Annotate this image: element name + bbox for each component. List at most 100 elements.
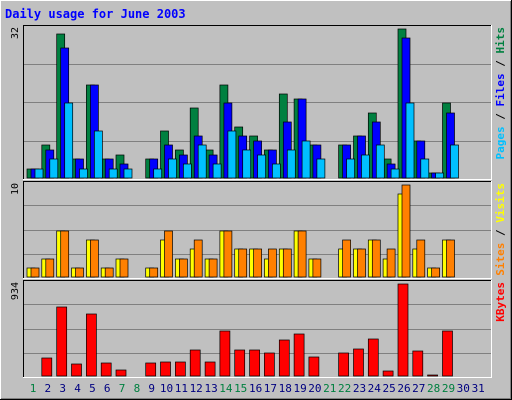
- bar-sites-day-28: [431, 267, 440, 278]
- bar-kbytes-day-29: [442, 330, 453, 377]
- bar-kbytes-day-20: [308, 356, 320, 377]
- bar-pages-day-7: [123, 168, 133, 179]
- x-tick-label: 22: [338, 382, 351, 395]
- x-tick-label: 27: [412, 382, 425, 395]
- legend-entry: /: [494, 54, 507, 74]
- bar-sites-day-12: [193, 239, 203, 278]
- series-legend: Sites / Visits: [494, 183, 507, 276]
- bar-pages-day-12: [197, 144, 207, 179]
- legend-entry: Files: [494, 73, 507, 106]
- bar-kbytes-day-28: [427, 374, 438, 377]
- bar-kbytes-day-27: [412, 350, 424, 377]
- x-tick-label: 29: [442, 382, 455, 395]
- bar-kbytes-day-23: [353, 348, 364, 377]
- bar-kbytes-day-24: [367, 338, 379, 377]
- legend-entry: /: [494, 107, 507, 127]
- y-max-label: 10: [10, 183, 21, 195]
- bar-sites-day-3: [60, 230, 70, 278]
- bar-pages-day-11: [183, 163, 192, 179]
- bar-sites-day-9: [149, 267, 159, 278]
- y-max-label: 934: [10, 282, 21, 300]
- bar-pages-day-19: [301, 140, 311, 179]
- x-tick-label: 30: [457, 382, 470, 395]
- series-legend: Pages / Files / Hits: [494, 27, 507, 160]
- x-tick-label: 23: [353, 382, 366, 395]
- bar-pages-day-15: [242, 149, 252, 179]
- bar-kbytes-day-18: [278, 339, 290, 377]
- x-tick-label: 26: [397, 382, 410, 395]
- x-tick-label: 8: [134, 382, 141, 395]
- bar-kbytes-day-3: [56, 306, 68, 377]
- x-tick-label: 5: [89, 382, 96, 395]
- x-tick-label: 15: [234, 382, 247, 395]
- x-tick-label: 12: [190, 382, 203, 395]
- bar-sites-day-7: [119, 258, 129, 278]
- bar-sites-day-20: [312, 258, 322, 278]
- bar-sites-day-22: [342, 239, 351, 278]
- bar-kbytes-day-2: [41, 357, 53, 377]
- chart-panel-1: 32 Pages / Files / Hits: [10, 25, 507, 180]
- bar-pages-day-17: [272, 163, 281, 179]
- bar-kbytes-day-10: [160, 361, 171, 377]
- bar-pages-day-4: [79, 168, 88, 179]
- bar-kbytes-day-5: [86, 313, 97, 377]
- series-legend: KBytes: [494, 282, 507, 322]
- x-tick-label: 4: [74, 382, 81, 395]
- bar-sites-day-24: [371, 239, 381, 278]
- bar-sites-day-27: [416, 239, 426, 278]
- x-tick-label: 24: [368, 382, 382, 395]
- bar-kbytes-day-16: [249, 349, 260, 377]
- bar-kbytes-day-13: [204, 361, 216, 377]
- bar-sites-day-2: [45, 258, 55, 278]
- bar-pages-day-16: [257, 154, 266, 179]
- bar-sites-day-10: [164, 230, 173, 278]
- bar-pages-day-2: [49, 158, 59, 179]
- x-tick-label: 20: [308, 382, 321, 395]
- chart-panels: 32 Pages / Files / Hits 10 Sites / Visits 93…: [10, 25, 507, 378]
- legend-entry: Visits: [494, 183, 507, 223]
- bar-kbytes-day-4: [71, 363, 82, 377]
- bar-kbytes-day-22: [338, 352, 349, 377]
- bar-pages-day-13: [212, 163, 222, 179]
- bar-pages-day-20: [316, 158, 326, 179]
- bar-pages-day-10: [168, 158, 177, 179]
- x-tick-label: 18: [279, 382, 292, 395]
- bar-sites-day-5: [90, 239, 99, 278]
- chart-panel-3: 934 KBytes: [10, 280, 507, 378]
- bar-sites-day-18: [282, 248, 292, 278]
- bar-sites-day-29: [446, 239, 455, 278]
- bar-pages-day-18: [286, 149, 296, 179]
- y-max-label: 32: [10, 27, 21, 39]
- x-tick-label: 10: [160, 382, 173, 395]
- legend-entry: Pages: [494, 126, 507, 159]
- bar-kbytes-day-14: [219, 330, 231, 377]
- bar-pages-day-14: [227, 130, 237, 179]
- x-tick-label: 25: [382, 382, 395, 395]
- bar-sites-day-16: [253, 248, 262, 278]
- bar-kbytes-day-11: [175, 361, 186, 377]
- bar-sites-day-19: [297, 230, 307, 278]
- x-tick-label: 14: [219, 382, 233, 395]
- x-tick-label: 2: [44, 382, 51, 395]
- x-tick-label: 21: [323, 382, 336, 395]
- bar-pages-day-22: [346, 158, 355, 179]
- legend-entry: /: [494, 223, 507, 243]
- x-tick-label: 13: [204, 382, 217, 395]
- bar-sites-day-4: [75, 267, 84, 278]
- bar-sites-day-13: [208, 258, 218, 278]
- bar-sites-day-26: [401, 184, 411, 278]
- bar-pages-day-25: [390, 168, 400, 179]
- bar-pages-day-29: [450, 144, 459, 179]
- bar-sites-day-14: [223, 230, 233, 278]
- x-tick-label: 11: [175, 382, 188, 395]
- bar-pages-day-9: [153, 168, 163, 179]
- bar-kbytes-day-7: [115, 369, 127, 377]
- x-tick-label: 6: [104, 382, 111, 395]
- x-tick-label: 7: [119, 382, 126, 395]
- bar-pages-day-23: [361, 154, 370, 179]
- day-labels: 1 2 3 4 5 6 7 8 9 10 11 12 13 14 15 16 17 18 19 20 21 22 23 24 2…: [30, 382, 485, 395]
- bar-pages-day-24: [375, 144, 385, 179]
- bar-kbytes-day-19: [293, 333, 305, 377]
- bar-kbytes-day-26: [397, 283, 409, 377]
